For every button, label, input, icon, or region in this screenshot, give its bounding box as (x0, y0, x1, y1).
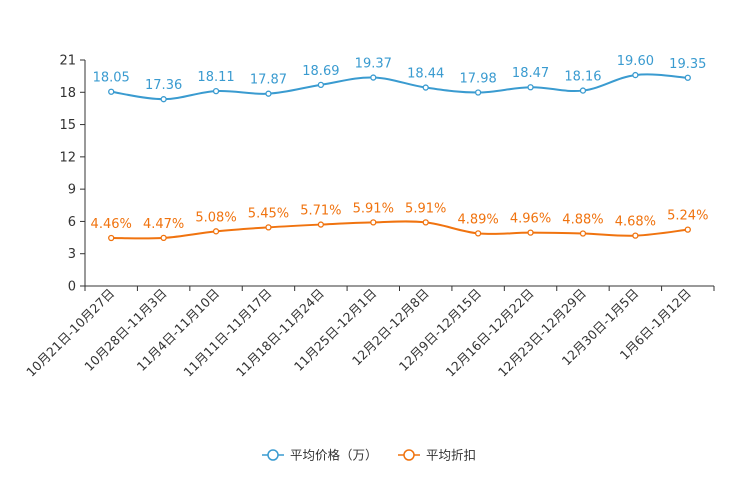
data-point[interactable] (370, 219, 377, 226)
data-label: 17.36 (145, 78, 182, 93)
data-point[interactable] (422, 219, 429, 226)
y-tick-label: 15 (59, 118, 76, 133)
data-point[interactable] (474, 89, 482, 96)
data-point[interactable] (684, 74, 691, 81)
legend-label: 平均折扣 (426, 448, 476, 463)
legend-item-0[interactable]: 平均价格（万） (262, 448, 378, 463)
data-point[interactable] (632, 232, 639, 239)
data-label: 18.44 (407, 67, 444, 82)
x-tick-label: 12月16日-12月22日 (443, 286, 537, 380)
data-point[interactable] (370, 74, 377, 81)
data-label: 4.89% (457, 212, 498, 227)
data-point[interactable] (265, 224, 272, 231)
x-tick-label: 11月11日-11月17日 (180, 286, 274, 380)
series-line (111, 220, 688, 240)
y-tick-label: 18 (59, 86, 76, 101)
data-point[interactable] (108, 234, 115, 242)
data-label: 17.98 (460, 72, 497, 87)
data-label: 5.08% (195, 210, 236, 225)
x-tick-label: 10月21日-10月27日 (23, 286, 117, 380)
data-label: 18.69 (302, 64, 339, 79)
data-label: 5.91% (405, 201, 446, 216)
data-label: 4.46% (91, 217, 132, 232)
x-tick-label: 12月23日-12月29日 (495, 286, 589, 380)
data-label: 4.88% (562, 212, 603, 227)
series-1: 4.46% 4.47% 5.08% 5.45% 5.71% 5.91% 5.91% 4.89%… (91, 201, 708, 242)
data-label: 18.16 (564, 70, 601, 85)
data-point[interactable] (265, 90, 272, 97)
series-line (111, 73, 688, 101)
legend[interactable]: 平均价格（万） 平均折扣 (262, 448, 476, 463)
legend-label: 平均价格（万） (290, 448, 378, 463)
y-tick-label: 9 (68, 183, 76, 198)
y-tick-label: 21 (59, 54, 76, 69)
data-label: 19.35 (669, 57, 706, 72)
data-point[interactable] (317, 221, 325, 228)
data-point[interactable] (212, 87, 220, 95)
data-label: 19.37 (355, 57, 392, 72)
data-label: 4.47% (143, 217, 184, 232)
data-point[interactable] (474, 230, 482, 237)
data-label: 4.96% (510, 212, 551, 227)
data-point[interactable] (579, 230, 587, 237)
series-layer: 18.05 17.36 18.11 17.87 18.69 19.37 18.44 17.98… (91, 54, 708, 242)
legend-marker-icon (267, 449, 279, 461)
data-label: 4.68% (615, 215, 656, 230)
data-point[interactable] (422, 84, 429, 91)
legend-marker-icon (403, 449, 415, 461)
series-0: 18.05 17.36 18.11 17.87 18.69 19.37 18.44 17.98… (93, 54, 706, 103)
data-point[interactable] (527, 84, 534, 91)
data-label: 5.71% (300, 204, 341, 219)
data-point[interactable] (108, 88, 115, 95)
data-point[interactable] (684, 226, 691, 233)
data-label: 18.11 (197, 70, 234, 85)
data-label: 5.45% (248, 206, 289, 221)
data-point[interactable] (527, 229, 534, 236)
y-tick-label: 12 (59, 150, 76, 165)
data-point[interactable] (160, 234, 167, 242)
data-label: 18.47 (512, 66, 549, 81)
data-point[interactable] (579, 87, 587, 94)
data-point[interactable] (317, 81, 325, 89)
x-tick-label: 11月18日-11月24日 (233, 286, 327, 380)
y-tick-label: 0 (68, 280, 76, 295)
data-label: 5.24% (667, 209, 708, 224)
data-point[interactable] (160, 96, 167, 103)
y-tick-label: 6 (68, 215, 76, 230)
data-label: 5.91% (353, 201, 394, 216)
legend-item-1[interactable]: 平均折扣 (398, 448, 476, 463)
data-point[interactable] (632, 71, 639, 79)
data-point[interactable] (212, 228, 220, 235)
data-label: 18.05 (93, 71, 130, 86)
data-label: 19.60 (617, 54, 654, 69)
data-label: 17.87 (250, 73, 287, 88)
y-tick-label: 3 (68, 247, 76, 262)
